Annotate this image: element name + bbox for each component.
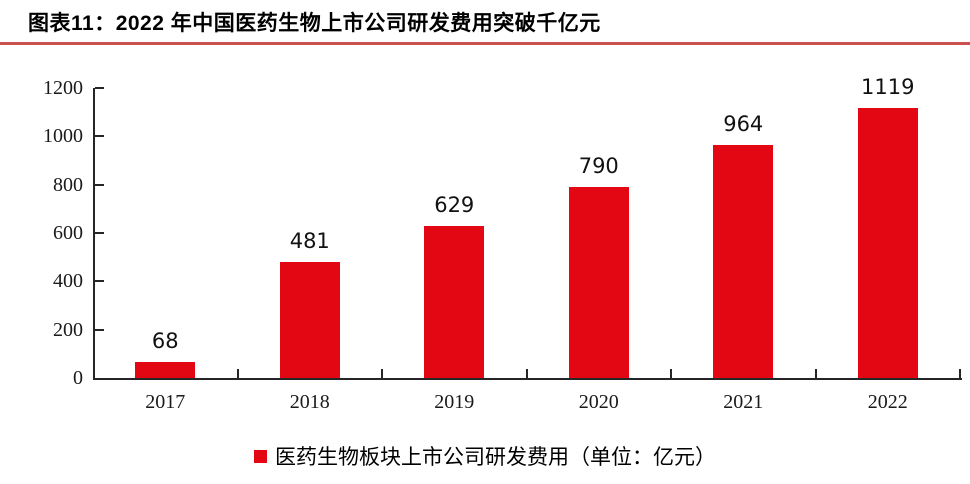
bar [568,187,629,378]
y-axis-label: 800 [53,173,83,196]
x-axis-tick [525,369,528,378]
y-axis-tick [95,328,104,331]
bar-value-label: 68 [151,328,179,353]
bar-value-label: 790 [578,154,619,179]
y-axis-label: 0 [73,367,83,389]
y-axis-tick [95,183,104,186]
x-axis-label: 2020 [578,391,619,413]
figure-title: 图表11：2022 年中国医药生物上市公司研发费用突破千亿元 [28,12,601,35]
x-axis-tick [670,369,672,378]
bar [713,145,774,378]
y-axis-label: 400 [53,270,83,293]
x-axis-tick [814,369,817,378]
x-axis-label: 2017 [145,391,186,413]
y-axis-label: 200 [53,318,83,341]
x-axis-tick [381,369,383,378]
y-axis-label: 600 [53,222,83,244]
x-axis-label: 2018 [289,391,330,413]
y-axis-tick [95,87,104,89]
x-axis-tick [959,369,961,378]
bar-value-label: 481 [289,228,330,253]
bar [424,225,485,378]
bar [279,261,340,378]
x-axis-label: 2019 [434,391,475,413]
bar-value-label: 964 [723,112,764,137]
chart-legend: 医药生物板块上市公司研发费用（单位：亿元） [0,442,970,470]
x-axis-label: 2022 [867,391,908,413]
legend-label: 医药生物板块上市公司研发费用（单位：亿元） [275,446,716,469]
title-underline-rule [0,42,970,45]
legend-square-marker [254,449,267,463]
bar [857,107,918,378]
plot-axes [93,88,962,380]
bar-value-label: 1119 [861,74,915,99]
bar [135,361,196,378]
x-axis-label: 2021 [723,391,764,413]
y-axis-tick [95,135,104,138]
y-axis-tick [95,232,104,234]
y-axis-label: 1200 [43,77,83,99]
bar-value-label: 629 [434,192,475,217]
x-axis-tick [236,369,239,378]
y-axis-tick [95,280,104,283]
y-axis-label: 1000 [43,125,83,148]
